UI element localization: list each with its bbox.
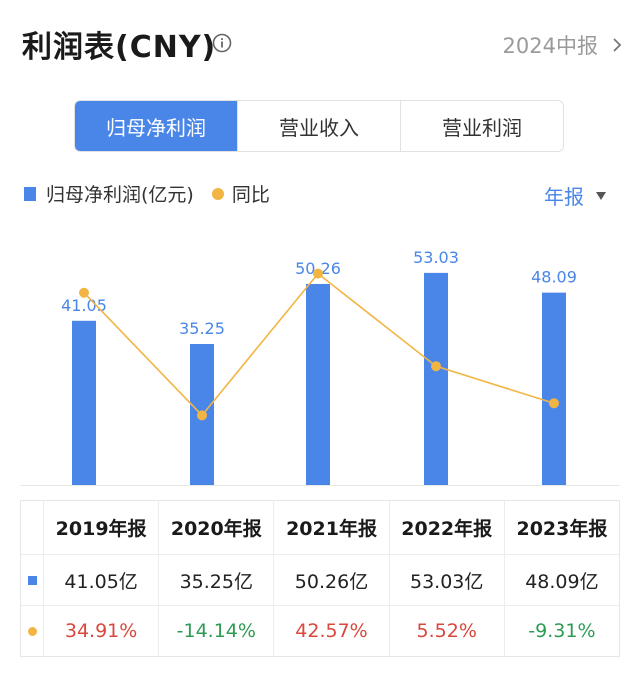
bar-value-label: 48.09	[531, 268, 577, 287]
table-cell: 42.57%	[273, 606, 388, 656]
table-header-cell: 2019年报	[43, 501, 158, 554]
table-header-cell: 2022年报	[388, 501, 504, 554]
table-cell: 5.52%	[388, 606, 504, 656]
header: 利润表(CNY) 2024中报	[0, 0, 640, 90]
table-row-profit: 41.05亿 35.25亿 50.26亿 53.03亿 48.09亿	[21, 554, 619, 605]
chart-legend: 归母净利润(亿元) 同比	[24, 180, 270, 207]
bar-2019年报[interactable]	[72, 320, 96, 485]
table-header-row: 2019年报 2020年报 2021年报 2022年报 2023年报	[21, 501, 619, 554]
table-cell: 50.26亿	[273, 555, 388, 605]
report-type-dropdown[interactable]: 年报	[544, 181, 606, 210]
bar-2023年报[interactable]	[542, 292, 566, 485]
period-selector[interactable]: 2024中报	[503, 30, 622, 60]
table-row-yoy: 34.91% -14.14% 42.57% 5.52% -9.31%	[21, 605, 619, 656]
yoy-point-2020年报[interactable]	[197, 410, 207, 421]
bar-legend-label: 归母净利润(亿元)	[46, 184, 194, 206]
table-header-cell: 2023年报	[503, 501, 619, 554]
report-type-label: 年报	[544, 185, 584, 209]
table-header-cell: 2020年报	[158, 501, 273, 554]
table-cell: 41.05亿	[43, 555, 158, 605]
yoy-point-2021年报[interactable]	[313, 268, 323, 279]
tab-operating-profit[interactable]: 营业利润	[400, 101, 563, 151]
info-icon[interactable]	[212, 33, 232, 53]
table-cell: 48.09亿	[503, 555, 619, 605]
bar-value-label: 53.03	[413, 248, 459, 267]
chevron-right-icon	[613, 38, 622, 52]
bar-legend-swatch	[24, 186, 36, 201]
bar-value-label: 50.26	[295, 259, 341, 278]
bar-value-label: 41.05	[61, 296, 107, 315]
table-cell: 35.25亿	[158, 555, 273, 605]
yoy-point-2019年报[interactable]	[79, 287, 89, 298]
line-legend-label: 同比	[231, 184, 270, 206]
bar-2021年报[interactable]	[306, 283, 330, 485]
table-cell: 34.91%	[43, 606, 158, 656]
page-title: 利润表(CNY)	[22, 30, 217, 65]
yoy-point-2022年报[interactable]	[431, 361, 441, 372]
profit-chart: 41.05 35.25 50.26 53.03 48.09	[20, 248, 620, 486]
bar-2022年报[interactable]	[424, 272, 448, 485]
tab-revenue[interactable]: 营业收入	[237, 101, 400, 151]
caret-down-icon	[596, 191, 606, 200]
table-cell: -9.31%	[503, 606, 619, 656]
line-series-marker	[27, 626, 37, 636]
metric-tabs: 归母净利润 营业收入 营业利润	[74, 100, 564, 152]
yoy-point-2023年报[interactable]	[549, 398, 559, 409]
line-legend-swatch	[211, 187, 224, 200]
bar-value-label: 35.25	[179, 319, 225, 338]
table-header-cell: 2021年报	[273, 501, 388, 554]
period-label: 2024中报	[502, 34, 598, 58]
tab-net-profit[interactable]: 归母净利润	[75, 101, 237, 151]
data-table: 2019年报 2020年报 2021年报 2022年报 2023年报 41.05…	[20, 500, 620, 657]
table-cell: -14.14%	[158, 606, 273, 656]
table-cell: 53.03亿	[388, 555, 504, 605]
bar-series-marker	[27, 575, 37, 585]
